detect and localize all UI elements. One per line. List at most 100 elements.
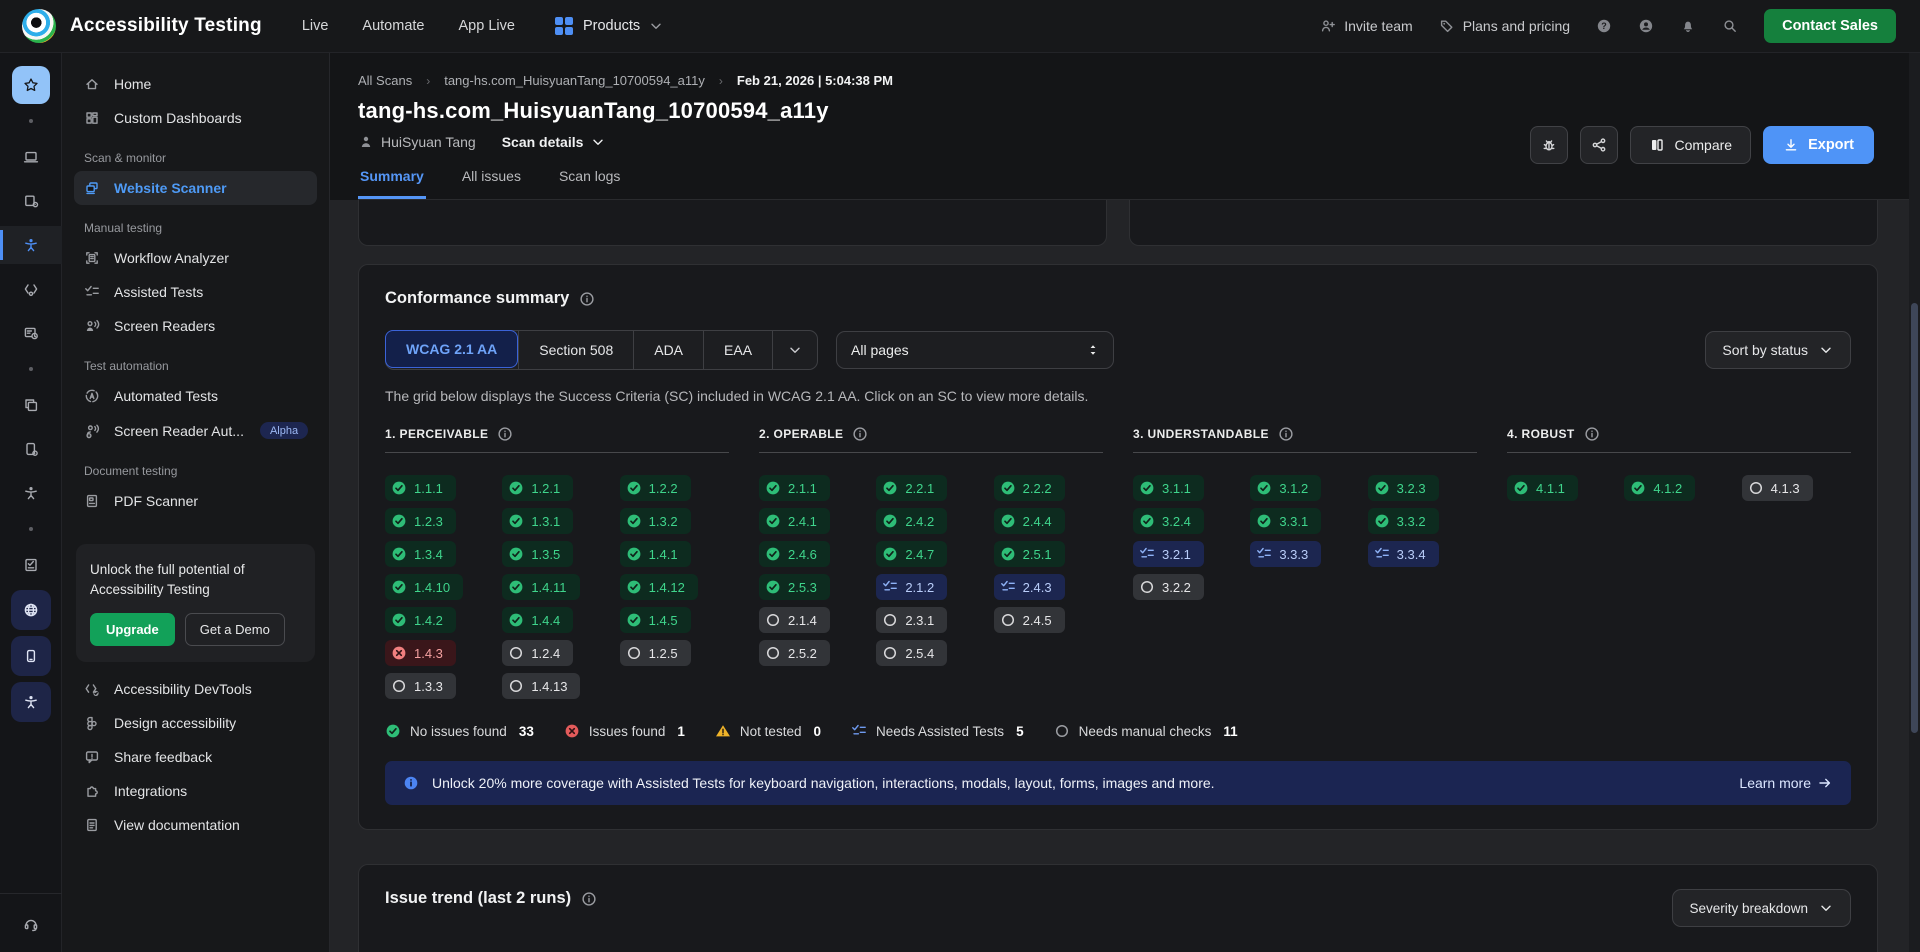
- sc-chip-1.4.13[interactable]: 1.4.13: [502, 673, 581, 699]
- sc-chip-3.2.2[interactable]: 3.2.2: [1133, 574, 1204, 600]
- tab-all-issues[interactable]: All issues: [461, 168, 521, 184]
- sc-chip-2.4.3[interactable]: 2.4.3: [993, 574, 1065, 600]
- info-icon[interactable]: [497, 426, 513, 442]
- compare-button[interactable]: Compare: [1630, 126, 1752, 164]
- sc-chip-1.1.1[interactable]: 1.1.1: [385, 475, 456, 501]
- sc-chip-2.3.1[interactable]: 2.3.1: [876, 607, 948, 633]
- sidebar-item-home[interactable]: Home: [74, 67, 317, 101]
- sc-chip-1.2.2[interactable]: 1.2.2: [619, 475, 691, 501]
- sc-chip-3.2.3[interactable]: 3.2.3: [1367, 475, 1439, 501]
- browserstack-logo-icon[interactable]: [22, 9, 56, 43]
- sc-chip-4.1.1[interactable]: 4.1.1: [1507, 475, 1578, 501]
- sidebar-item-assisted-tests[interactable]: Assisted Tests: [74, 275, 317, 309]
- sc-chip-2.5.2[interactable]: 2.5.2: [759, 640, 830, 666]
- sc-chip-1.4.11[interactable]: 1.4.11: [502, 574, 580, 600]
- sc-chip-2.4.6[interactable]: 2.4.6: [759, 541, 830, 567]
- sidebar-item-pdf-scanner[interactable]: PDF Scanner: [74, 484, 317, 518]
- sc-chip-1.4.2[interactable]: 1.4.2: [385, 607, 456, 633]
- sc-chip-1.4.5[interactable]: 1.4.5: [619, 607, 691, 633]
- upgrade-button[interactable]: Upgrade: [90, 613, 175, 647]
- sc-chip-2.4.4[interactable]: 2.4.4: [993, 508, 1065, 534]
- accessibility-small-icon[interactable]: [12, 474, 50, 512]
- sc-chip-3.3.4[interactable]: 3.3.4: [1367, 541, 1439, 567]
- standard-tab-wcag-2-1-aa[interactable]: WCAG 2.1 AA: [385, 330, 519, 368]
- standard-tab-ada[interactable]: ADA: [633, 331, 703, 369]
- sc-chip-2.1.4[interactable]: 2.1.4: [759, 607, 830, 633]
- sc-chip-2.5.1[interactable]: 2.5.1: [993, 541, 1065, 567]
- nav-link-app-live[interactable]: App Live: [458, 18, 515, 34]
- breadcrumb-item[interactable]: tang-hs.com_HuisyuanTang_10700594_a11y: [444, 73, 705, 88]
- sc-chip-3.3.3[interactable]: 3.3.3: [1250, 541, 1322, 567]
- sc-chip-3.3.2[interactable]: 3.3.2: [1367, 508, 1439, 534]
- sort-by-status-dropdown[interactable]: Sort by status: [1705, 331, 1851, 369]
- sc-chip-1.3.3[interactable]: 1.3.3: [385, 673, 456, 699]
- sc-chip-1.2.5[interactable]: 1.2.5: [619, 640, 691, 666]
- products-menu[interactable]: Products: [553, 15, 664, 37]
- sc-chip-2.4.1[interactable]: 2.4.1: [759, 508, 830, 534]
- sc-chip-2.5.3[interactable]: 2.5.3: [759, 574, 830, 600]
- sc-chip-2.1.2[interactable]: 2.1.2: [876, 574, 948, 600]
- sc-chip-1.3.4[interactable]: 1.3.4: [385, 541, 456, 567]
- sidebar-item-design-accessibility[interactable]: Design accessibility: [74, 706, 317, 740]
- sc-chip-3.2.4[interactable]: 3.2.4: [1133, 508, 1204, 534]
- sc-chip-2.4.7[interactable]: 2.4.7: [876, 541, 948, 567]
- mobile-settings-icon[interactable]: [12, 430, 50, 468]
- info-icon[interactable]: [1584, 426, 1600, 442]
- sc-chip-4.1.3[interactable]: 4.1.3: [1741, 475, 1813, 501]
- sc-chip-4.1.2[interactable]: 4.1.2: [1624, 475, 1696, 501]
- sc-chip-1.2.3[interactable]: 1.2.3: [385, 508, 456, 534]
- sc-chip-1.2.1[interactable]: 1.2.1: [502, 475, 574, 501]
- pages-filter-select[interactable]: All pages: [836, 331, 1115, 369]
- search-icon[interactable]: [1722, 18, 1738, 34]
- standard-tab-eaa[interactable]: EAA: [703, 331, 772, 369]
- accessibility-icon[interactable]: [0, 226, 62, 264]
- standards-more-dropdown[interactable]: [772, 331, 817, 369]
- sc-chip-2.2.1[interactable]: 2.2.1: [876, 475, 948, 501]
- sidebar-item-automated-tests[interactable]: Automated Tests: [74, 379, 317, 413]
- device-settings-icon[interactable]: [12, 182, 50, 220]
- sc-chip-3.3.1[interactable]: 3.3.1: [1250, 508, 1322, 534]
- sc-chip-1.4.12[interactable]: 1.4.12: [619, 574, 698, 600]
- support-headset-icon[interactable]: [12, 905, 50, 943]
- help-icon[interactable]: ?: [1596, 18, 1612, 34]
- sidebar-item-share-feedback[interactable]: Share feedback: [74, 740, 317, 774]
- tab-summary[interactable]: Summary: [358, 168, 426, 199]
- sc-chip-1.2.4[interactable]: 1.2.4: [502, 640, 574, 666]
- favorites-icon[interactable]: [11, 66, 50, 104]
- sidebar-item-view-documentation[interactable]: View documentation: [74, 808, 317, 842]
- sc-chip-3.1.2[interactable]: 3.1.2: [1250, 475, 1322, 501]
- sidebar-item-screen-readers[interactable]: Screen Readers: [74, 309, 317, 343]
- sc-chip-2.5.4[interactable]: 2.5.4: [876, 640, 948, 666]
- sidebar-item-workflow-analyzer[interactable]: Workflow Analyzer: [74, 241, 317, 275]
- scrollbar-thumb[interactable]: [1911, 303, 1918, 733]
- info-icon[interactable]: [581, 891, 597, 907]
- sc-chip-2.1.1[interactable]: 2.1.1: [759, 475, 830, 501]
- export-button[interactable]: Export: [1763, 126, 1874, 164]
- sc-chip-2.4.2[interactable]: 2.4.2: [876, 508, 948, 534]
- sc-chip-1.4.10[interactable]: 1.4.10: [385, 574, 464, 600]
- sc-chip-1.3.5[interactable]: 1.3.5: [502, 541, 574, 567]
- get-demo-button[interactable]: Get a Demo: [184, 613, 285, 647]
- devtools-code-icon[interactable]: [12, 270, 50, 308]
- contact-sales-button[interactable]: Contact Sales: [1764, 9, 1896, 43]
- standard-tab-section-508[interactable]: Section 508: [518, 331, 633, 369]
- nav-link-live[interactable]: Live: [301, 18, 329, 34]
- sc-chip-3.1.1[interactable]: 3.1.1: [1133, 475, 1204, 501]
- a11y-suite-icon[interactable]: [10, 682, 51, 722]
- sc-chip-2.2.2[interactable]: 2.2.2: [993, 475, 1065, 501]
- sc-chip-1.3.1[interactable]: 1.3.1: [502, 508, 574, 534]
- learn-more-link[interactable]: Learn more: [1739, 775, 1833, 791]
- sidebar-item-accessibility-devtools[interactable]: Accessibility DevTools: [74, 672, 317, 706]
- info-icon[interactable]: [579, 291, 595, 307]
- nav-link-automate[interactable]: Automate: [362, 18, 425, 34]
- sc-chip-3.2.1[interactable]: 3.2.1: [1133, 541, 1204, 567]
- info-icon[interactable]: [852, 426, 868, 442]
- sc-chip-1.4.1[interactable]: 1.4.1: [619, 541, 691, 567]
- sc-chip-1.4.4[interactable]: 1.4.4: [502, 607, 574, 633]
- severity-breakdown-dropdown[interactable]: Severity breakdown: [1672, 889, 1851, 927]
- breadcrumb-item[interactable]: Feb 21, 2026 | 5:04:38 PM: [736, 73, 893, 88]
- checklist-doc-icon[interactable]: [12, 546, 50, 584]
- tab-scan-logs[interactable]: Scan logs: [558, 168, 621, 184]
- notifications-bell-icon[interactable]: [1680, 18, 1696, 34]
- account-avatar-icon[interactable]: [1638, 18, 1654, 34]
